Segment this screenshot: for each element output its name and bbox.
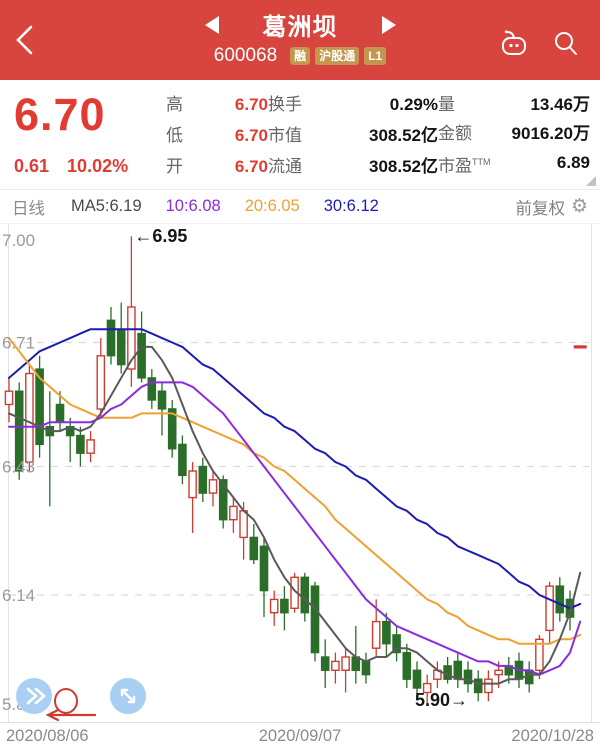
date-mid: 2020/09/07 — [258, 727, 342, 745]
ma5-value: MA5:6.19 — [71, 197, 142, 215]
gear-icon[interactable]: ⚙ — [570, 196, 588, 217]
stock-title: 葛洲坝 — [262, 14, 338, 41]
ma20-value: 20:6.05 — [244, 197, 300, 215]
quote-stats: 高 6.70 低 6.70 开 6.70 换手 0.29% 市值 308.52亿 流通 30… — [158, 84, 590, 189]
chart-area: 7.006.716.436.145.86←6.955.90→ — [0, 224, 600, 722]
svg-text:7.00: 7.00 — [2, 231, 35, 250]
stat-high: 高 6.70 — [166, 95, 268, 114]
double-chevron-icon — [26, 687, 46, 705]
shanghai-connect-badge: 沪股通 — [315, 47, 360, 65]
period-tab-daily[interactable]: 日线 — [12, 199, 45, 218]
last-price: 6.70 — [14, 89, 106, 140]
svg-text:5.90→: 5.90→ — [415, 690, 468, 710]
stat-float-cap: 流通 308.52亿 — [268, 157, 438, 176]
stat-turnover: 换手 0.29% — [268, 95, 438, 114]
change-percent: 10.02% — [67, 156, 129, 176]
svg-text:6.14: 6.14 — [2, 586, 35, 605]
svg-text:←6.95: ←6.95 — [134, 226, 187, 246]
search-icon[interactable] — [550, 28, 582, 58]
svg-text:6.43: 6.43 — [2, 458, 35, 477]
fast-forward-button[interactable] — [16, 678, 52, 714]
adjust-mode-button[interactable]: 前复权 — [515, 199, 565, 218]
stock-code: 600068 — [213, 45, 278, 66]
date-axis: 2020/08/06 2020/09/07 2020/10/28 — [0, 722, 600, 750]
quote-panel: 6.70 0.61 10.02% 高 6.70 低 6.70 开 6.70 换手 0.2… — [0, 80, 600, 190]
prev-stock-button[interactable] — [204, 15, 219, 34]
svg-text:6.71: 6.71 — [2, 334, 35, 353]
date-end: 2020/10/28 — [511, 727, 594, 745]
back-icon[interactable] — [10, 22, 42, 58]
date-start: 2020/08/06 — [6, 727, 89, 745]
assistant-robot-icon[interactable] — [498, 28, 530, 58]
margin-badge: 融 — [290, 47, 311, 65]
stat-market-cap: 市值 308.52亿 — [268, 126, 438, 145]
stat-pe-ttm: 市盈TTM 6.89 — [438, 153, 590, 176]
level1-badge: L1 — [364, 47, 387, 65]
ma10-value: 10:6.08 — [165, 197, 221, 215]
next-stock-button[interactable] — [381, 15, 396, 34]
kline-chart[interactable]: 7.006.716.436.145.86←6.955.90→ — [0, 224, 600, 722]
app-header: 葛洲坝 600068 融 沪股通 L1 — [0, 0, 600, 80]
price-change: 0.61 10.02% — [14, 156, 158, 177]
ma30-value: 30:6.12 — [323, 197, 379, 215]
expand-arrows-icon — [120, 688, 136, 704]
stat-open: 开 6.70 — [166, 157, 268, 176]
resize-corner-icon — [586, 176, 596, 186]
ma-toolbar: 日线 MA5:6.19 10:6.08 20:6.05 30:6.12 前复权 … — [0, 190, 600, 224]
header-title-block: 葛洲坝 600068 融 沪股通 L1 — [0, 7, 600, 67]
stat-volume: 量 13.46万 — [438, 95, 590, 114]
expand-button[interactable] — [110, 678, 146, 714]
stat-amount: 金额 9016.20万 — [438, 124, 590, 144]
change-amount: 0.61 — [14, 156, 50, 176]
stat-low: 低 6.70 — [166, 126, 268, 145]
